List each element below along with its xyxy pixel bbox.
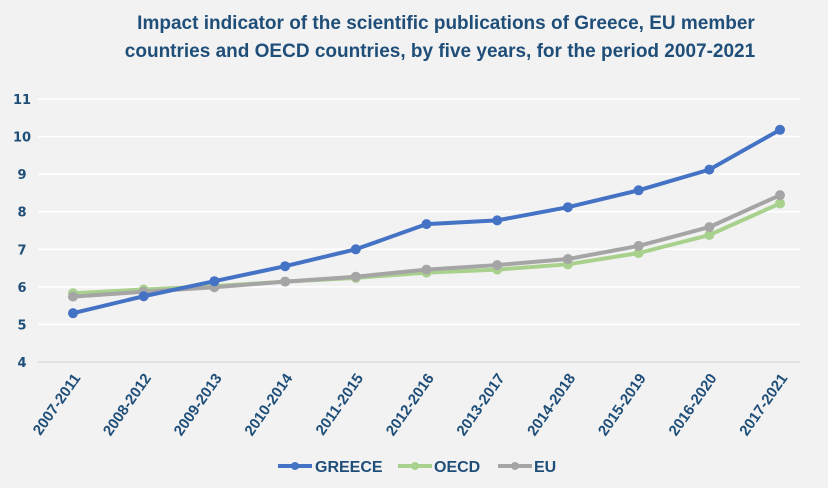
chart-title-line-1: Impact indicator of the scientific publi…: [137, 13, 755, 34]
legend-label: EU: [534, 459, 556, 476]
data-point-greece: [421, 219, 432, 230]
legend-swatch-marker: [411, 462, 419, 470]
x-tick-label: 2010-2014: [241, 370, 296, 439]
legend-item-eu[interactable]: EU: [498, 459, 556, 476]
series-line-oecd: [71, 201, 782, 296]
legend-item-oecd[interactable]: OECD: [398, 459, 480, 476]
data-point-greece: [280, 261, 291, 272]
y-tick-label: 4: [17, 356, 26, 371]
data-point-oecd: [633, 248, 644, 259]
x-tick-label: 2009-2013: [171, 371, 226, 440]
gridlines: [38, 98, 800, 363]
chart-title: Impact indicator of the scientific publi…: [125, 13, 756, 62]
x-tick-label: 2017-2021: [736, 371, 791, 440]
x-tick-label: 2013-2017: [453, 371, 508, 440]
legend-swatch-marker: [291, 462, 299, 470]
legend-item-greece[interactable]: GREECE: [278, 459, 383, 476]
x-tick-label: 2008-2012: [100, 371, 155, 440]
data-point-oecd: [775, 198, 785, 209]
data-point-eu: [562, 254, 573, 265]
data-point-greece: [633, 185, 644, 196]
y-tick-label: 5: [17, 318, 26, 333]
legend: GREECE OECD EU: [278, 459, 556, 476]
data-point-greece: [209, 276, 220, 287]
x-tick-label: 2011-2015: [312, 371, 367, 439]
data-point-greece: [68, 308, 78, 319]
series-eu: [68, 190, 785, 302]
legend-swatch-marker: [511, 462, 519, 470]
data-point-eu: [775, 190, 785, 201]
x-tick-label: 2015-2019: [595, 371, 650, 440]
y-tick-label: 11: [13, 93, 31, 108]
data-point-greece: [775, 124, 785, 135]
data-point-oecd: [704, 230, 715, 241]
series-group: [68, 124, 785, 319]
data-point-greece: [562, 202, 573, 213]
data-point-eu: [280, 276, 291, 287]
data-point-eu: [704, 222, 715, 233]
data-point-eu: [492, 260, 503, 271]
x-tick-label: 2012-2016: [383, 371, 438, 440]
x-tick-label: 2014-2018: [524, 371, 579, 440]
data-point-eu: [68, 291, 78, 302]
data-point-greece: [350, 244, 361, 255]
data-point-eu: [633, 240, 644, 251]
series-oecd: [68, 198, 785, 299]
legend-label: GREECE: [315, 459, 383, 476]
y-tick-label: 9: [17, 168, 26, 183]
y-tick-label: 7: [17, 243, 26, 258]
data-point-eu: [350, 271, 361, 282]
y-tick-label: 6: [17, 281, 26, 296]
data-point-greece: [704, 164, 715, 175]
series-greece: [68, 124, 785, 319]
legend-label: OECD: [434, 459, 480, 476]
x-axis: 2007-2011 2008-2012 2009-2013 2010-2014 2011…: [30, 370, 792, 439]
data-point-eu: [421, 264, 432, 275]
data-point-greece: [492, 215, 503, 226]
y-axis: 4 5 6 7 8 9 10 11: [13, 93, 31, 371]
y-tick-label: 8: [17, 206, 26, 221]
x-tick-label: 2016-2020: [666, 371, 721, 440]
x-tick-label: 2007-2011: [30, 371, 85, 439]
data-point-greece: [138, 291, 149, 302]
y-tick-label: 10: [13, 131, 31, 146]
chart-title-line-2: countries and OECD countries, by five ye…: [125, 41, 756, 62]
